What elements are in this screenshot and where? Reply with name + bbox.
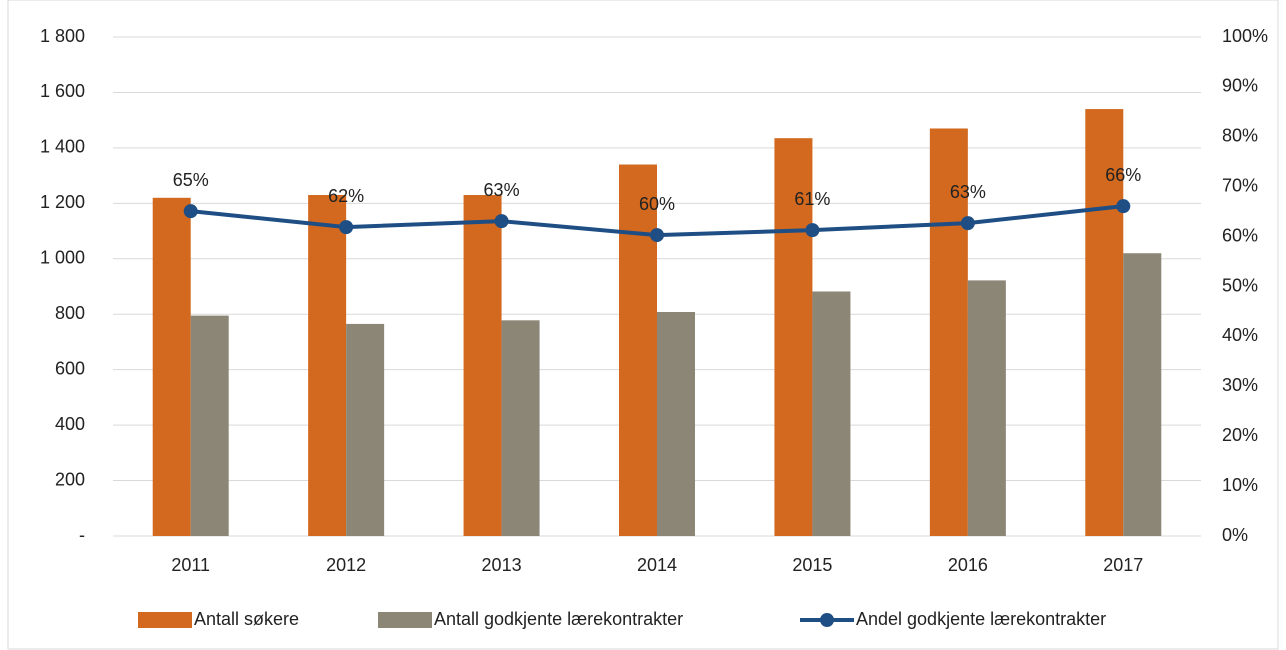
- marker: [339, 220, 354, 235]
- bar: [308, 195, 347, 536]
- y2-tick-label: 30%: [1222, 375, 1258, 395]
- x-tick-label: 2015: [792, 555, 832, 575]
- bar: [501, 320, 540, 536]
- y2-tick-label: 0%: [1222, 525, 1248, 545]
- data-label: 63%: [484, 180, 520, 200]
- y2-tick-label: 20%: [1222, 425, 1258, 445]
- y-tick-label: -: [79, 525, 85, 545]
- bar: [967, 280, 1006, 536]
- legend-label: Antall godkjente lærekontrakter: [434, 609, 683, 629]
- data-label: 65%: [173, 170, 209, 190]
- bar: [152, 197, 191, 537]
- y-tick-label: 1 600: [40, 81, 85, 101]
- legend-swatch: [378, 612, 432, 628]
- marker: [494, 214, 509, 229]
- marker: [960, 216, 975, 231]
- y-tick-label: 200: [55, 469, 85, 489]
- y-tick-label: 1 200: [40, 192, 85, 212]
- bar: [929, 128, 968, 536]
- y-tick-label: 800: [55, 303, 85, 323]
- y-tick-label: 1 000: [40, 248, 85, 268]
- y-tick-label: 600: [55, 358, 85, 378]
- data-label: 63%: [950, 182, 986, 202]
- y2-tick-label: 80%: [1222, 126, 1258, 146]
- chart-frame: [7, 0, 1279, 650]
- bar: [1085, 109, 1124, 537]
- legend-swatch: [138, 612, 192, 628]
- bar: [190, 315, 229, 536]
- legend-label: Antall søkere: [194, 609, 299, 629]
- legend-label: Andel godkjente lærekontrakter: [856, 609, 1106, 629]
- bar: [812, 291, 851, 536]
- x-tick-label: 2011: [171, 555, 210, 575]
- y2-tick-label: 70%: [1222, 175, 1258, 195]
- y2-tick-label: 90%: [1222, 76, 1258, 96]
- marker: [650, 228, 664, 243]
- y2-tick-label: 60%: [1222, 225, 1258, 245]
- x-tick-label: 2013: [482, 555, 522, 575]
- bar: [346, 323, 385, 536]
- marker: [183, 204, 198, 219]
- x-tick-label: 2014: [637, 555, 677, 575]
- bar: [619, 164, 657, 536]
- data-label: 60%: [639, 194, 675, 214]
- bar: [1123, 253, 1162, 536]
- y-tick-label: 1 400: [40, 137, 85, 157]
- bar: [657, 312, 695, 536]
- x-tick-label: 2016: [948, 555, 988, 575]
- data-label: 61%: [794, 189, 830, 209]
- x-tick-label: 2012: [326, 555, 366, 575]
- x-tick-label: 2017: [1103, 555, 1143, 575]
- data-label: 66%: [1105, 165, 1141, 185]
- bar: [774, 138, 813, 537]
- y-tick-label: 400: [55, 414, 85, 434]
- marker: [805, 223, 820, 238]
- y2-tick-label: 50%: [1222, 275, 1258, 295]
- y2-tick-label: 10%: [1222, 475, 1258, 495]
- data-label: 62%: [328, 186, 364, 206]
- y2-tick-label: 40%: [1222, 325, 1258, 345]
- y2-tick-label: 100%: [1222, 26, 1268, 46]
- y-tick-label: 1 800: [40, 26, 85, 46]
- bar: [463, 195, 502, 536]
- marker: [1116, 199, 1131, 214]
- legend-swatch: [820, 613, 834, 627]
